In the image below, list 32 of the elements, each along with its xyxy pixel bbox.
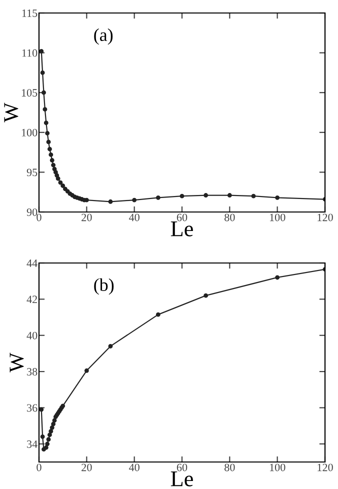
x-tick-label: 0 xyxy=(36,214,42,222)
y-tick-label: 34 xyxy=(27,440,38,448)
x-tick-label: 0 xyxy=(36,464,42,472)
x-tick-label: 40 xyxy=(128,214,140,222)
y-tick-label: 100 xyxy=(22,128,38,136)
x-axis-title: Le xyxy=(170,472,193,486)
x-tick-label: 20 xyxy=(82,214,92,222)
x-tick-label: 60 xyxy=(176,464,188,472)
x-axis-title: Le xyxy=(170,222,193,236)
annotation: (a) xyxy=(94,28,113,45)
y-axis-title: W xyxy=(10,352,24,372)
x-tick-label: 60 xyxy=(176,214,188,222)
x-tick-label: 80 xyxy=(224,464,235,472)
x-tick-label: 100 xyxy=(270,214,286,222)
y-tick-label: 38 xyxy=(27,368,38,376)
y-tick-label: 95 xyxy=(26,168,38,176)
y-tick-label: 105 xyxy=(22,89,38,97)
y-tick-label: 44 xyxy=(26,260,38,267)
x-tick-label: 20 xyxy=(82,464,92,472)
y-tick-label: 115 xyxy=(22,10,38,17)
x-tick-label: 40 xyxy=(128,464,140,472)
x-tick-label: 120 xyxy=(318,214,333,222)
y-axis-title: W xyxy=(4,102,18,122)
x-tick-label: 120 xyxy=(318,464,333,472)
y-tick-label: 90 xyxy=(26,208,38,216)
annotation: (b) xyxy=(94,278,114,295)
y-tick-label: 110 xyxy=(22,49,38,57)
y-tick-label: 40 xyxy=(26,332,38,340)
x-tick-label: 100 xyxy=(270,464,286,472)
x-tick-label: 80 xyxy=(224,214,235,222)
y-tick-label: 36 xyxy=(27,404,38,412)
y-tick-label: 42 xyxy=(26,296,37,304)
